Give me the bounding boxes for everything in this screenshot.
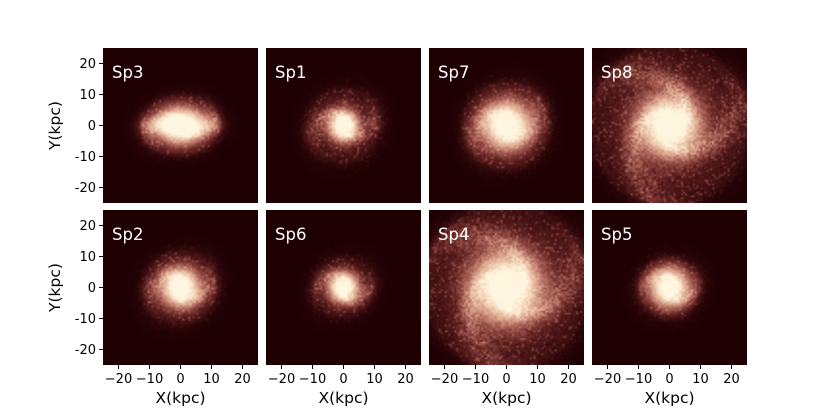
panel-sp2: Sp2 20 10 0 -10 -20 Y(kpc) −20 −10 0 10 20 X(kpc)	[46, 210, 258, 407]
x-tick-label: −10	[625, 372, 652, 387]
y-tick-label: 10	[79, 88, 96, 103]
x-tick-label: 0	[339, 372, 347, 387]
y-tick-label: 20	[79, 219, 96, 234]
x-tick-label: 20	[397, 372, 414, 387]
density-map-image	[429, 48, 584, 203]
x-tick-label: 0	[176, 372, 184, 387]
panel-sp3: Sp3 20 10 0 -10 -20 Y(kpc)	[46, 48, 258, 203]
panel-label: Sp8	[601, 63, 632, 82]
panel-label: Sp6	[275, 225, 306, 244]
panel-label: Sp4	[438, 225, 469, 244]
x-axis-label: X(kpc)	[318, 389, 368, 407]
y-tick-label: 0	[88, 119, 96, 134]
y-tick-label: 0	[88, 281, 96, 296]
panel-sp6: Sp6 −20 −10 0 10 20 X(kpc)	[266, 210, 421, 407]
panel-label: Sp5	[601, 225, 632, 244]
y-tick-label: 10	[79, 250, 96, 265]
x-tick-label: 20	[234, 372, 251, 387]
x-tick-label: 10	[692, 372, 709, 387]
density-map-image	[592, 48, 747, 203]
x-tick-label: 10	[529, 372, 546, 387]
y-tick-label: -20	[75, 343, 96, 358]
panel-label: Sp2	[112, 225, 143, 244]
y-axis-label: Y(kpc)	[46, 101, 64, 151]
x-axis-label: X(kpc)	[481, 389, 531, 407]
y-tick-label: -10	[75, 150, 96, 165]
y-axis-label: Y(kpc)	[46, 263, 64, 313]
panel-sp5: Sp5 −20 −10 0 10 20 X(kpc)	[592, 210, 747, 407]
density-map-image	[103, 48, 258, 203]
panel-label: Sp3	[112, 63, 143, 82]
panel-sp8: Sp8	[592, 48, 747, 203]
density-map-image	[592, 210, 747, 365]
panel-label: Sp1	[275, 63, 306, 82]
x-tick-label: 20	[560, 372, 577, 387]
density-map-image	[103, 210, 258, 365]
density-map-image	[266, 210, 421, 365]
y-tick-label: 20	[79, 57, 96, 72]
x-axis-label: X(kpc)	[644, 389, 694, 407]
panel-sp1: Sp1	[266, 48, 421, 203]
density-map-image	[429, 210, 584, 365]
x-tick-label: −10	[462, 372, 489, 387]
x-tick-label: −10	[299, 372, 326, 387]
x-tick-label: 20	[723, 372, 740, 387]
x-tick-label: −20	[431, 372, 458, 387]
panel-sp7: Sp7	[429, 48, 584, 203]
x-tick-label: −10	[136, 372, 163, 387]
x-tick-label: 10	[203, 372, 220, 387]
x-tick-label: −20	[268, 372, 295, 387]
density-map-image	[266, 48, 421, 203]
x-tick-label: 0	[502, 372, 510, 387]
y-tick-label: -20	[75, 181, 96, 196]
x-tick-label: 10	[366, 372, 383, 387]
x-tick-label: 0	[665, 372, 673, 387]
y-tick-label: -10	[75, 312, 96, 327]
panel-sp4: Sp4 −20 −10 0 10 20 X(kpc)	[429, 210, 584, 407]
x-tick-label: −20	[594, 372, 621, 387]
panel-label: Sp7	[438, 63, 469, 82]
x-axis-label: X(kpc)	[155, 389, 205, 407]
x-tick-label: −20	[105, 372, 132, 387]
